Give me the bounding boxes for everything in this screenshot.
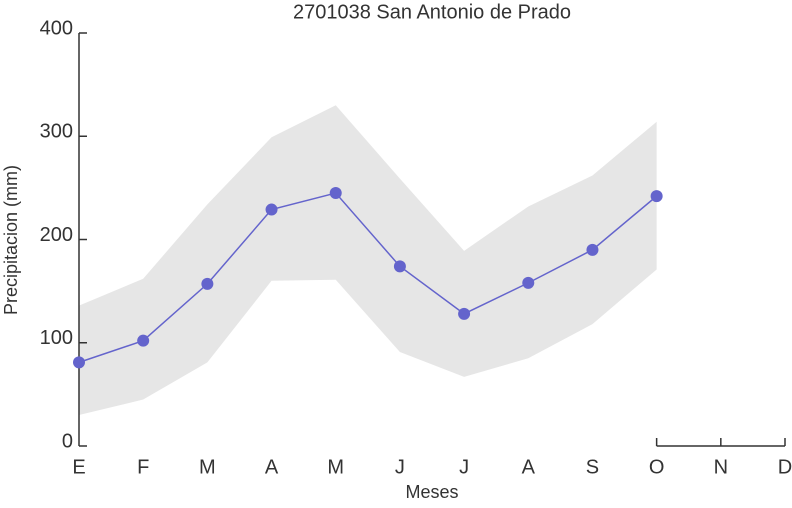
y-axis-label: Precipitacion (mm) xyxy=(1,165,21,315)
y-tick-label: 100 xyxy=(40,327,73,349)
point xyxy=(522,276,535,289)
point xyxy=(201,277,214,290)
x-tick-label: S xyxy=(586,456,599,478)
point xyxy=(458,307,471,320)
point xyxy=(137,334,150,347)
y-tick-label: 200 xyxy=(40,224,73,246)
point xyxy=(265,203,278,216)
x-tick-label: M xyxy=(199,456,216,478)
point xyxy=(650,190,663,203)
line xyxy=(78,192,658,364)
point xyxy=(586,243,599,256)
x-tick-label: E xyxy=(72,456,85,478)
x-tick-label: J xyxy=(395,456,405,478)
x-tick-label: J xyxy=(459,456,469,478)
y-tick-label: 0 xyxy=(62,430,73,452)
x-tick-label: A xyxy=(522,456,536,478)
x-tick-label: F xyxy=(137,456,149,478)
x-tick-label: A xyxy=(265,456,279,478)
y-tick-label: 300 xyxy=(40,121,73,143)
band xyxy=(79,105,657,416)
point xyxy=(329,187,342,200)
chart-title: 2701038 San Antonio de Prado xyxy=(293,1,571,23)
y-tick-label: 400 xyxy=(40,17,73,39)
x-tick-label: N xyxy=(714,456,728,478)
point xyxy=(73,356,85,369)
point xyxy=(393,260,406,273)
x-tick-label: D xyxy=(778,456,792,478)
x-axis-label: Meses xyxy=(405,482,458,502)
x-tick-label: O xyxy=(649,456,665,478)
x-tick-label: M xyxy=(327,456,344,478)
